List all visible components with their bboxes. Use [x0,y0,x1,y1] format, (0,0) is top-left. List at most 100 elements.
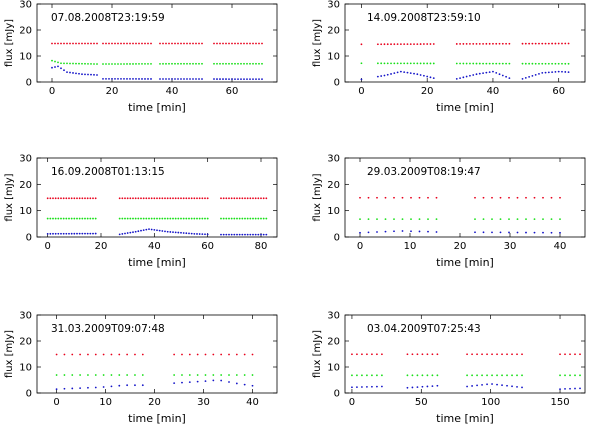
data-point [541,42,544,45]
data-point [54,197,57,200]
data-point [521,386,523,389]
data-point [192,78,194,80]
data-point [396,43,399,46]
data-point [222,42,224,45]
data-point [124,197,126,200]
y-tick-label: 10 [327,206,340,217]
data-point [193,217,196,220]
data-point [168,62,170,65]
panel-title: 03.04.2009T07:25:43 [367,323,481,335]
data-point [171,42,173,45]
data-point [180,217,182,220]
data-point [190,232,193,235]
data-point [198,42,200,45]
data-point [54,66,56,68]
data-point [117,63,119,65]
data-point [406,71,409,74]
data-point [469,62,471,65]
plot-frame [36,157,278,238]
data-point [65,217,68,220]
data-point [161,230,164,232]
data-point [559,353,561,356]
data-point [63,42,65,45]
x-tick-label: 40 [487,86,500,97]
data-point [174,78,176,80]
data-point [54,232,57,235]
series-blue [55,379,254,390]
x-tick-label: 0 [49,86,55,97]
data-point [508,62,511,65]
data-point [249,217,252,220]
data-point [182,232,185,234]
series-blue [51,65,263,81]
data-point [150,62,152,65]
y-tick-label: 20 [19,180,32,191]
data-point [541,62,544,65]
data-point [254,217,257,220]
data-point [455,62,458,65]
data-point [148,217,150,220]
data-point [129,197,132,200]
data-point [117,78,119,80]
data-point [436,384,439,387]
data-point [49,217,52,220]
data-point [564,42,567,45]
data-point [213,78,215,80]
y-axis-label: flux [mJy] [4,330,15,378]
data-point [141,42,143,45]
data-point [174,62,176,65]
data-point [60,42,62,45]
data-point [177,197,180,200]
data-point [72,42,74,45]
data-point [492,70,494,73]
data-point [542,196,544,199]
data-point [252,62,254,65]
data-point [251,384,254,387]
data-point [386,62,389,65]
data-point [216,78,218,80]
data-point [533,218,536,220]
data-point [478,72,481,75]
data-point [231,42,233,45]
data-point [521,42,524,45]
y-tick-label: 0 [26,389,32,400]
data-point [135,63,137,65]
data-point [486,383,488,386]
data-point [123,78,125,80]
data-point [177,78,179,80]
data-point [559,388,561,390]
data-point [212,379,215,382]
data-point [72,62,74,65]
data-point [87,386,89,389]
data-point [60,67,62,70]
data-point [472,74,475,76]
y-axis-label: flux [mJy] [312,330,323,378]
data-point [201,42,203,45]
data-point [135,42,137,45]
data-point [166,230,169,233]
data-point [231,62,233,65]
data-point [60,62,62,65]
data-point [68,197,70,200]
data-point [231,78,233,80]
data-point [410,218,412,220]
data-point [92,232,94,235]
data-point [516,218,519,220]
data-point [118,233,121,236]
data-point [559,218,561,220]
data-point [260,197,262,200]
data-point [69,71,71,74]
data-point [508,196,510,199]
x-axis-label: time [min] [128,412,186,425]
data-point [381,353,383,356]
data-point [406,62,409,65]
data-point [84,42,86,45]
data-point [124,217,126,220]
data-point [225,62,227,65]
series-green [359,218,561,220]
data-point [185,197,188,200]
data-point [129,78,131,80]
data-point [190,217,193,220]
series-blue [351,383,581,390]
data-point [206,217,209,220]
